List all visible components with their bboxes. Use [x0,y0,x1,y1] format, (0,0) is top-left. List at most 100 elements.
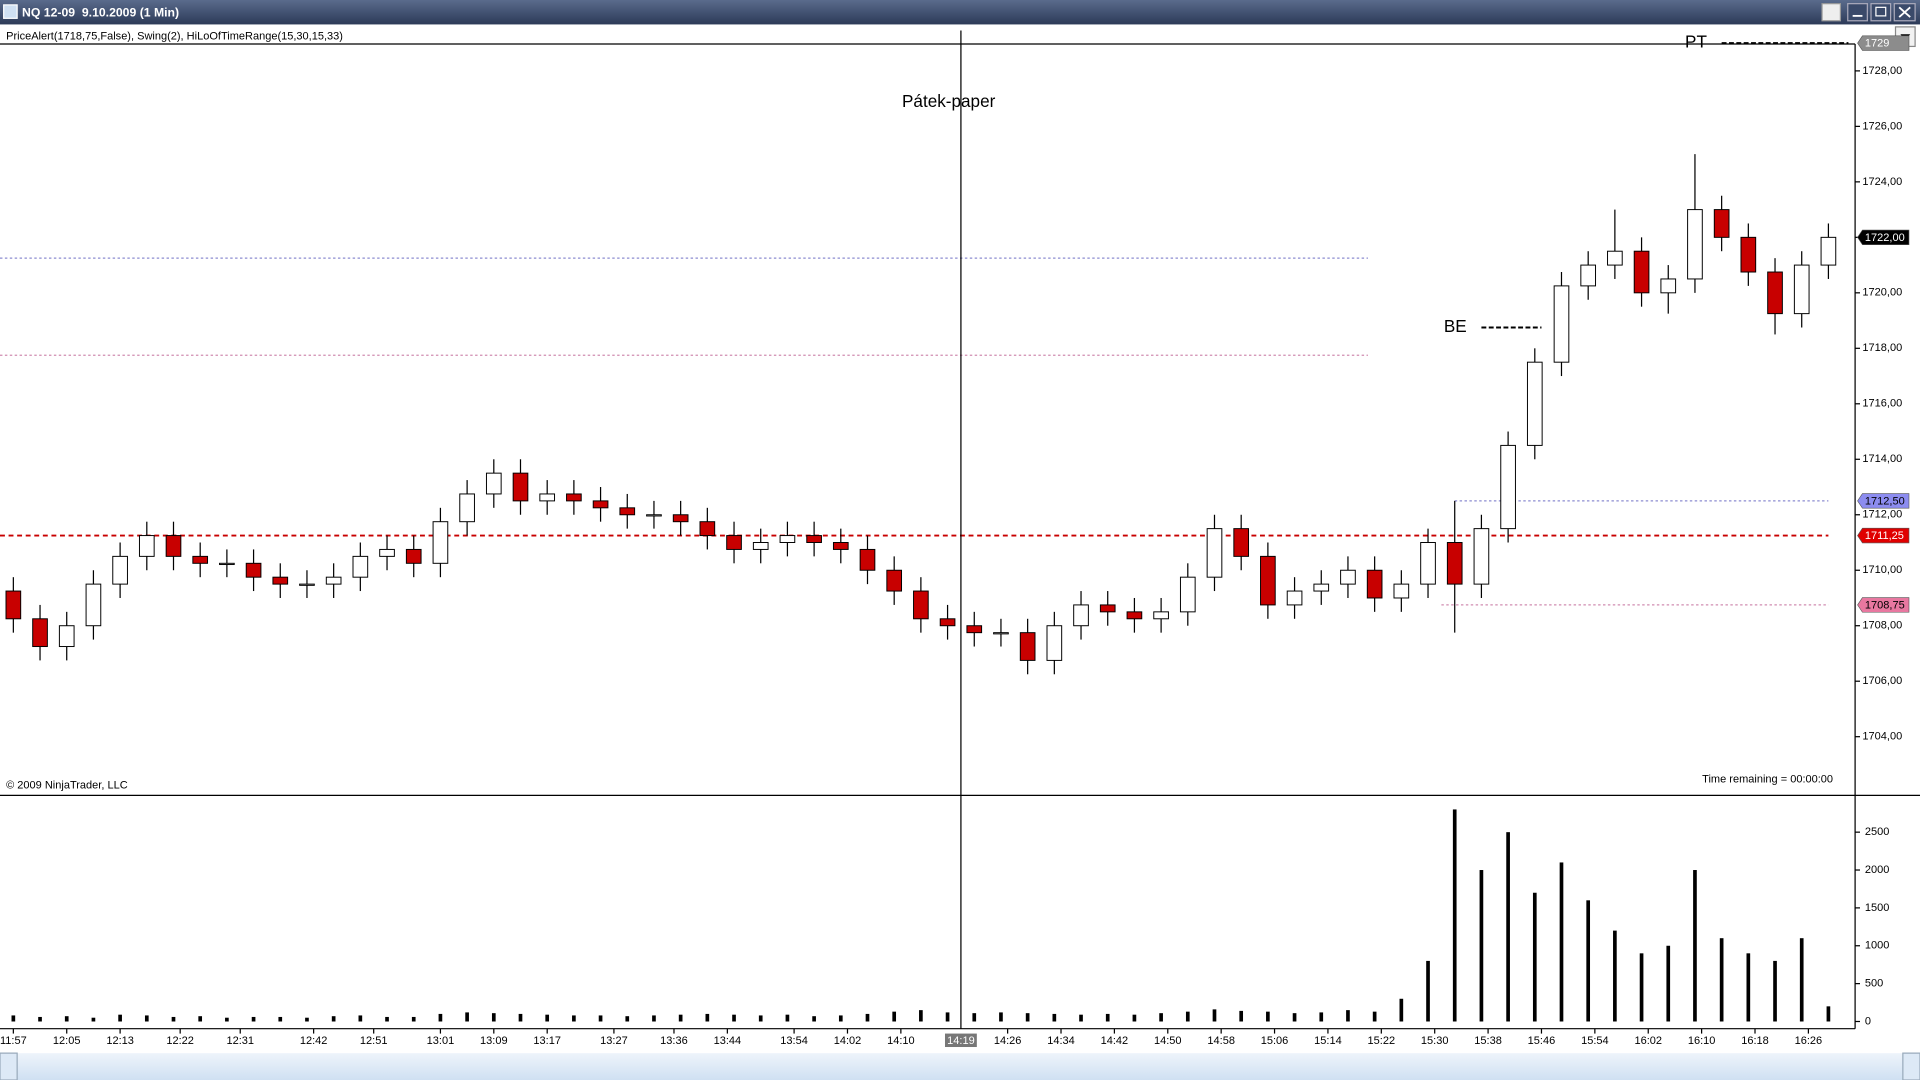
x-tick-label: 14:10 [887,1035,915,1047]
scroll-left[interactable] [0,1052,18,1080]
candle-body [939,618,956,627]
price-marker [1857,229,1910,245]
window-buttons[interactable] [1821,3,1916,22]
candle-body [165,535,182,557]
candle-body [913,590,929,620]
candle-body [272,576,289,585]
volume-bar [1426,960,1430,1022]
level-label: BE [1444,317,1467,336]
volume-bar [678,1014,683,1022]
x-tick-label: 16:18 [1741,1035,1769,1047]
candle-body [1366,569,1383,599]
x-tick-label: 16:26 [1795,1035,1823,1047]
candle-body [886,569,903,592]
volume-bar [518,1013,523,1022]
y-tick-label: 1710,00 [1862,564,1902,576]
scrollbar[interactable] [0,1053,1920,1080]
candle-body [1073,604,1089,627]
candle-body [1126,611,1143,620]
candle-body [752,542,769,550]
volume-bar [1266,1011,1270,1022]
scroll-right[interactable] [1902,1052,1920,1080]
candle-body [352,555,369,578]
window-icon [3,4,18,19]
volume-bar [198,1016,203,1022]
x-tick-label: 13:44 [714,1035,742,1047]
candle-body [1206,528,1223,578]
volume-bar [865,1013,870,1022]
y-tick-label: 1726,00 [1862,120,1902,132]
candle-body [512,472,529,502]
window-title: NQ 12-09 9.10.2009 (1 Min) [22,6,179,20]
candle-body [726,535,742,550]
volume-bar [1079,1014,1083,1022]
candle-body [1393,583,1410,599]
x-tick-label: 14:34 [1047,1035,1075,1047]
button-minimize[interactable] [1847,3,1868,22]
volume-bar [1559,862,1564,1022]
candle-body [405,548,422,564]
volume-bar [1052,1013,1057,1022]
volume-bar [812,1016,816,1022]
y-tick-label: 1718,00 [1862,342,1902,354]
volume-bar [1372,1011,1377,1022]
candle-body [299,583,315,586]
x-tick-label: 13:54 [780,1035,808,1047]
candle-body [32,618,48,648]
candle-body [832,542,849,550]
button-maximize[interactable] [1870,3,1892,22]
volume-bar [838,1015,843,1022]
button-l[interactable] [1821,3,1842,22]
candle-body [1179,576,1196,613]
volume-bar [1292,1013,1297,1022]
volume-bar [358,1015,363,1022]
x-tick-label: 12:31 [226,1035,254,1047]
candle-body [1820,236,1837,266]
candle-body [1793,264,1810,315]
volume-bar [1132,1014,1137,1022]
candle-body [1286,590,1303,606]
candle-body [485,472,502,495]
x-tick-label: 13:36 [660,1035,688,1047]
annotation: Pátek-paper [902,92,996,111]
volume-bar [64,1016,69,1022]
volume-bar [118,1014,122,1022]
candle-body [459,493,475,523]
candle-body [1580,264,1597,287]
x-tick-label: 14:58 [1207,1035,1235,1047]
candle-body [1473,528,1490,585]
candle-body [1660,278,1677,294]
candle-body [432,521,449,564]
volume-bar [171,1016,176,1022]
price-marker [1857,35,1910,51]
candle-body [192,555,209,564]
candle-body [619,507,636,516]
price-marker [1857,527,1910,544]
volume-bar [251,1016,256,1022]
x-tick-label: 12:05 [53,1035,81,1047]
candle-body [1687,209,1703,280]
candle-body [1046,625,1063,661]
time-remaining: Time remaining = 00:00:00 [1702,773,1833,785]
candle-body [1446,542,1463,585]
volume-bar [1826,1006,1831,1022]
candle-body [1019,632,1036,661]
candle-body [112,555,128,585]
x-tick-label: 15:06 [1261,1035,1289,1047]
x-tick-label: 14:02 [834,1035,862,1047]
price-marker-label: 1712,50 [1865,495,1905,507]
y-tick-label: 1706,00 [1862,675,1902,687]
volume-tick-label: 2000 [1865,864,1890,876]
volume-bar [892,1011,897,1022]
candle-body [1099,604,1116,613]
volume-bar [572,1015,576,1022]
price-marker-label: 1729 [1865,38,1890,50]
volume-bar [1399,998,1404,1022]
volume-bar [1773,960,1777,1022]
x-tick-label: 12:22 [166,1035,194,1047]
price-marker-label: 1722,00 [1865,232,1905,244]
indicator-list: PriceAlert(1718,75,False), Swing(2), HiL… [6,31,343,43]
price-marker-label: 1711,25 [1865,530,1904,542]
